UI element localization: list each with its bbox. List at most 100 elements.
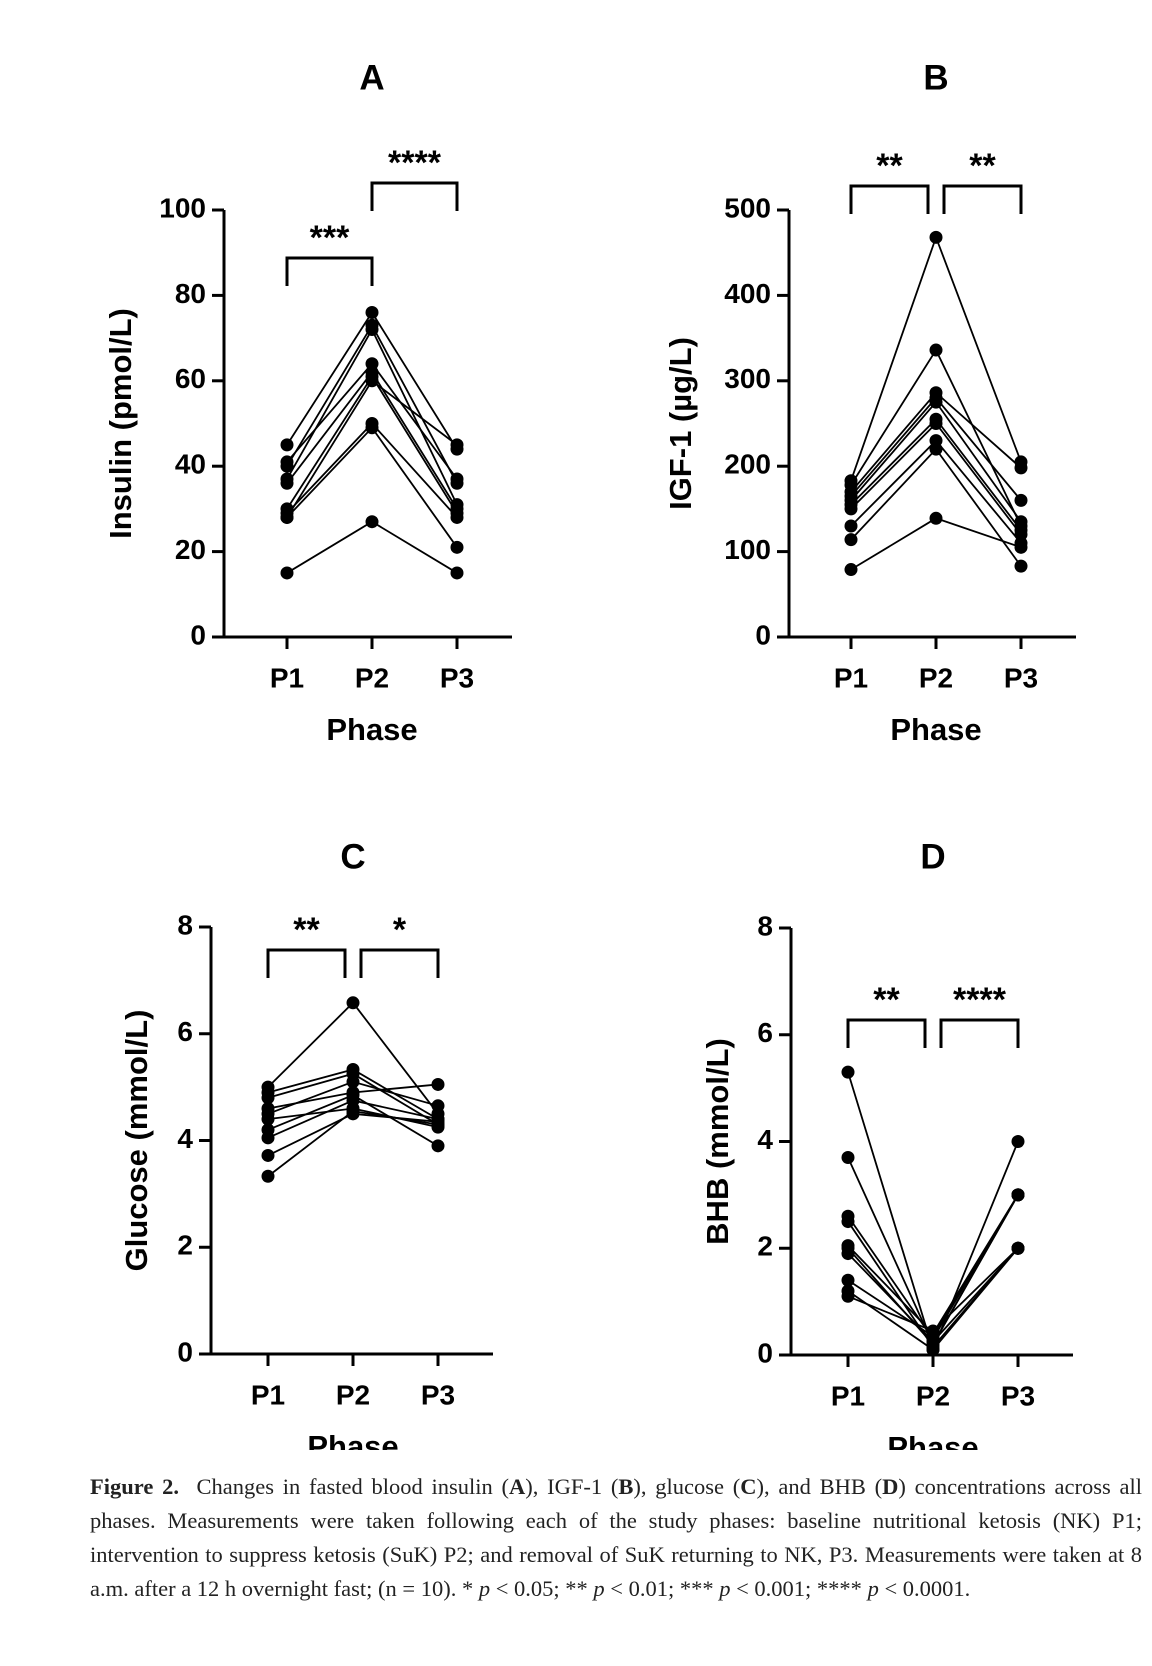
significance-label: **: [969, 147, 996, 185]
x-tick-label: P1: [251, 1379, 285, 1410]
panel-title: B: [923, 58, 948, 97]
caption-text: ), glucose (: [633, 1474, 741, 1499]
significance-bracket: [266, 948, 347, 978]
y-tick-label: 8: [177, 909, 193, 940]
y-tick-label: 6: [757, 1017, 773, 1048]
panel-title: C: [340, 837, 365, 876]
data-point: [929, 386, 943, 400]
data-point: [1014, 559, 1028, 573]
y-tick-label: 2: [177, 1230, 193, 1261]
data-point: [346, 1085, 360, 1099]
data-point: [929, 412, 943, 426]
data-point: [926, 1324, 940, 1338]
caption-text: p: [719, 1576, 731, 1601]
caption-text: C: [740, 1474, 757, 1499]
y-tick-label: 400: [724, 278, 771, 309]
data-point: [365, 318, 379, 332]
data-point: [844, 533, 858, 547]
panel-title: D: [920, 837, 945, 876]
y-tick-label: 80: [175, 278, 206, 309]
caption-text: D: [882, 1474, 899, 1499]
y-axis-label: Insulin (pmol/L): [103, 308, 138, 539]
data-point: [1014, 493, 1028, 507]
subject-line: [850, 517, 1022, 571]
x-tick-label: P3: [1004, 662, 1038, 693]
data-point: [926, 1337, 940, 1351]
significance-label: ****: [953, 981, 1007, 1019]
data-point: [1014, 455, 1028, 469]
significance-bracket: [370, 181, 459, 211]
data-point: [365, 515, 379, 529]
y-tick-label: 4: [757, 1124, 773, 1155]
subject-line: [286, 520, 458, 574]
data-point: [261, 1101, 275, 1115]
subject-line: [847, 1194, 1019, 1338]
y-tick-label: 200: [724, 449, 771, 480]
significance-bracket: [285, 256, 374, 286]
data-point: [346, 996, 360, 1010]
caption-text: p: [867, 1576, 879, 1601]
significance-label: **: [873, 981, 900, 1019]
y-tick-label: 0: [190, 619, 206, 650]
significance-label: ***: [310, 219, 350, 257]
caption-text: B: [618, 1474, 634, 1499]
significance-bracket: [359, 948, 440, 978]
data-point: [929, 230, 943, 244]
subject-line: [847, 1194, 1019, 1346]
caption-text: ), IGF-1 (: [525, 1474, 619, 1499]
x-tick-label: P2: [336, 1379, 370, 1410]
data-point: [844, 474, 858, 488]
y-axis-label: IGF-1 (µg/L): [663, 337, 698, 510]
subject-line: [847, 1194, 1019, 1341]
data-point: [841, 1151, 855, 1165]
data-point: [280, 566, 294, 580]
data-point: [841, 1215, 855, 1229]
y-tick-label: 100: [724, 534, 771, 565]
data-point: [841, 1273, 855, 1287]
significance-bracket: [846, 1018, 927, 1048]
y-tick-label: 40: [175, 449, 206, 480]
data-point: [1011, 1241, 1025, 1255]
x-tick-label: P3: [1001, 1380, 1035, 1411]
x-tick-label: P2: [355, 662, 389, 693]
data-point: [929, 343, 943, 357]
y-tick-label: 8: [757, 910, 773, 941]
data-point: [1011, 1188, 1025, 1202]
y-axis-label: Glucose (mmol/L): [119, 1010, 154, 1272]
x-tick-label: P2: [916, 1380, 950, 1411]
data-point: [450, 540, 464, 554]
data-point: [346, 1063, 360, 1077]
x-tick-label: P1: [831, 1380, 865, 1411]
data-point: [261, 1080, 275, 1094]
caption-text: A: [508, 1474, 526, 1499]
data-point: [431, 1139, 445, 1153]
significance-label: ****: [388, 144, 442, 182]
significance-bracket: [939, 1018, 1020, 1048]
y-tick-label: 100: [159, 192, 206, 223]
significance-label: **: [876, 147, 903, 185]
caption-text: < 0.0001.: [878, 1576, 971, 1601]
data-point: [431, 1077, 445, 1091]
y-axis-label: BHB (mmol/L): [700, 1038, 735, 1245]
caption-label: Figure 2.: [90, 1474, 179, 1499]
data-point: [450, 566, 464, 580]
data-point: [1014, 519, 1028, 533]
y-tick-label: 2: [757, 1231, 773, 1262]
data-point: [1011, 1135, 1025, 1148]
caption-text: Changes in fasted blood insulin (: [196, 1474, 509, 1499]
data-point: [841, 1241, 855, 1255]
data-point: [929, 511, 943, 525]
y-tick-label: 300: [724, 363, 771, 394]
x-tick-label: P3: [421, 1379, 455, 1410]
data-point: [365, 417, 379, 430]
y-tick-label: 20: [175, 534, 206, 565]
data-point: [261, 1123, 275, 1137]
y-tick-label: 0: [755, 619, 771, 650]
x-axis-label: Phase: [326, 712, 417, 747]
data-point: [450, 438, 464, 452]
data-point: [365, 357, 379, 371]
significance-bracket: [942, 184, 1023, 214]
y-tick-label: 60: [175, 363, 206, 394]
